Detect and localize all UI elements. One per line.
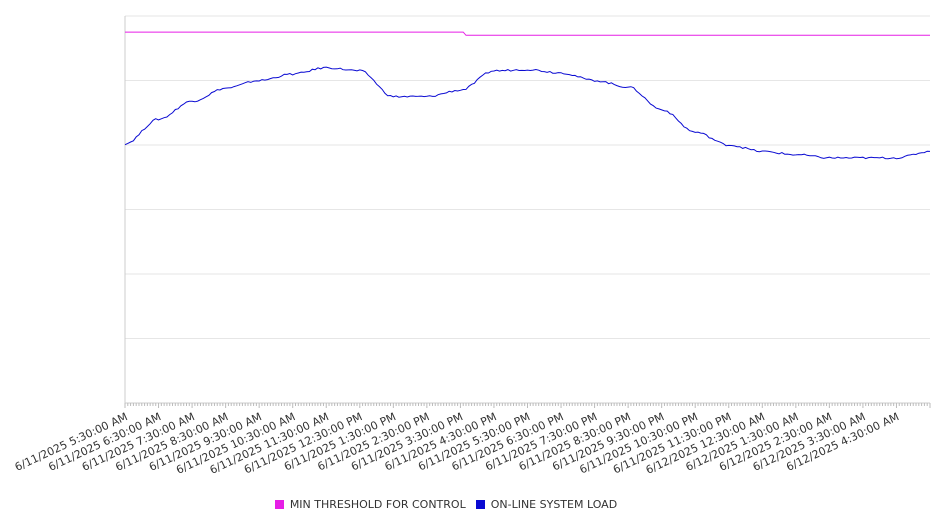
series-line-min-threshold [125,31,930,36]
legend-item: ON-LINE SYSTEM LOAD [475,498,618,511]
series-lines [124,31,931,160]
y-gridlines [125,15,930,339]
legend-swatch [475,500,485,509]
legend-item: MIN THRESHOLD FOR CONTROL [274,498,466,511]
legend-label: MIN THRESHOLD FOR CONTROL [289,498,466,511]
axes [124,16,931,408]
legend: MIN THRESHOLD FOR CONTROL ON-LINE SYSTEM … [0,498,892,511]
legend-swatch [274,500,284,509]
legend-label: ON-LINE SYSTEM LOAD [490,498,618,511]
x-tick-labels: 6/11/2025 5:30:00 AM6/11/2025 6:30:00 AM… [13,410,901,477]
series-line-system-load [124,66,931,160]
